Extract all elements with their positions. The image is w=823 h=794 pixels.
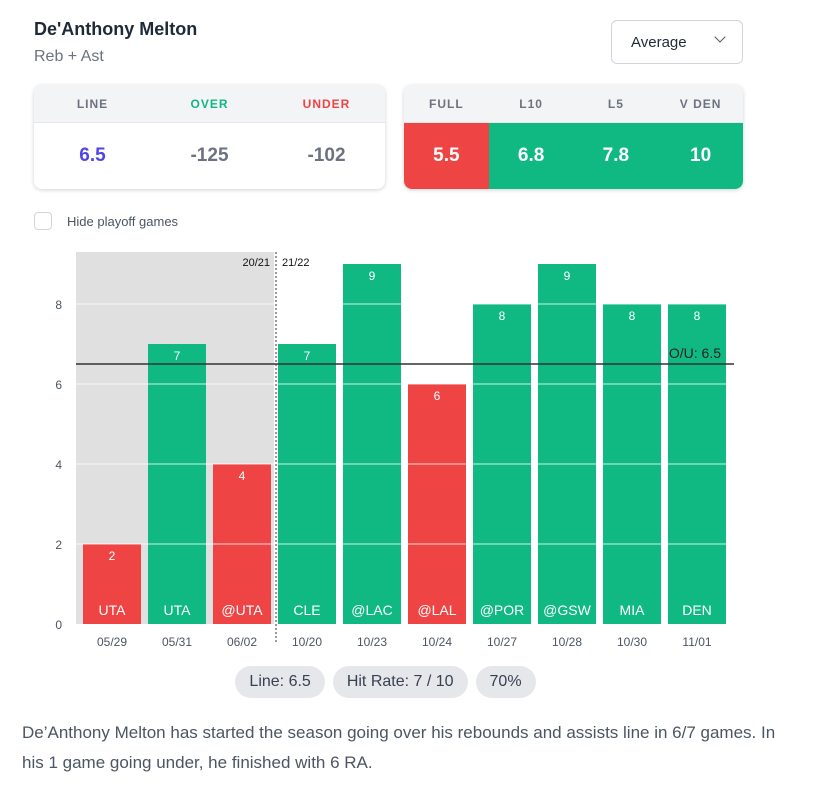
summary-text: De’Anthony Melton has started the season… (22, 723, 776, 772)
bar-value-label: 7 (174, 349, 181, 363)
odds-value-line: 6.5 (79, 145, 106, 166)
stat-type-dropdown[interactable]: Average (611, 20, 743, 64)
x-tick-label: 06/02 (227, 635, 257, 649)
bar-value-label: 2 (109, 549, 116, 563)
bar-opponent-label: @UTA (221, 602, 263, 618)
bar-value-label: 9 (564, 269, 571, 283)
odds-value-over: -125 (190, 145, 229, 166)
x-tick-label: 10/30 (617, 635, 647, 649)
hide-playoffs-toggle[interactable]: Hide playoff games (34, 212, 178, 230)
chevron-down-icon (714, 31, 726, 43)
avg-value-l10: 6.8 (488, 123, 574, 189)
bar-value-label: 4 (239, 469, 246, 483)
bar-opponent-label: @LAL (417, 602, 456, 618)
bar (408, 384, 466, 624)
bar-opponent-label: UTA (99, 602, 127, 618)
y-tick-label: 0 (55, 618, 62, 632)
hide-playoffs-label: Hide playoff games (67, 213, 179, 229)
odds-card: LINE OVER UNDER 6.5 -125 -102 (34, 85, 385, 189)
bar-opponent-label: @POR (480, 602, 525, 618)
bar (83, 544, 141, 624)
bar (343, 264, 401, 624)
season-label-prev: 20/21 (242, 257, 270, 269)
bar-opponent-label: DEN (682, 602, 712, 618)
bar-value-label: 9 (369, 269, 376, 283)
odds-header-line: LINE (76, 97, 109, 111)
y-tick-label: 2 (55, 538, 62, 552)
x-tick-label: 05/31 (162, 635, 192, 649)
ou-line-label: O/U: 6.5 (669, 345, 721, 361)
bar-value-label: 7 (304, 349, 311, 363)
x-tick-label: 11/01 (682, 635, 711, 649)
odds-header-under: UNDER (302, 97, 351, 111)
game-log-chart: 0 2 4 6 8 2 UTA 05/29 7 UTA 05/31 4 @UTA 06/02 7 CLE 10/… (55, 252, 734, 649)
avg-value-l5: 7.8 (573, 123, 659, 189)
bar-value-label: 8 (629, 309, 636, 323)
bar (278, 344, 336, 624)
bar (148, 344, 206, 624)
bar-opponent-label: MIA (620, 602, 646, 618)
bar-value-label: 8 (694, 309, 701, 323)
averages-card: FULL L10 L5 V DEN 5.5 6.8 7.8 10 (404, 85, 743, 189)
x-tick-label: 10/24 (422, 635, 452, 649)
avg-header-vden: V DEN (679, 97, 722, 111)
hit-percent-pill: 70% (475, 666, 536, 698)
prop-name: Reb + Ast (34, 48, 104, 65)
avg-header-l10: L10 (519, 97, 543, 111)
dropdown-value: Average (631, 33, 687, 51)
x-tick-label: 10/23 (357, 635, 387, 649)
bar-value-label: 6 (434, 389, 441, 403)
line-pill: Line: 6.5 (235, 666, 325, 698)
y-tick-label: 6 (55, 378, 62, 392)
avg-header-full: FULL (429, 97, 464, 111)
avg-value-vden: 10 (658, 123, 743, 189)
odds-value-under: -102 (307, 145, 346, 166)
x-tick-label: 10/20 (292, 635, 322, 649)
season-label-current: 21/22 (282, 257, 310, 269)
bar-opponent-label: @LAC (351, 602, 392, 618)
hit-rate-pill: Hit Rate: 7 / 10 (332, 666, 468, 698)
odds-header-over: OVER (190, 97, 229, 111)
player-name: De'Anthony Melton (34, 19, 198, 39)
bar-opponent-label: CLE (293, 602, 320, 618)
avg-header-l5: L5 (607, 97, 624, 111)
hide-playoffs-checkbox[interactable] (34, 212, 52, 230)
summary-pills: Line: 6.5 Hit Rate: 7 / 10 70% (0, 666, 771, 698)
bar (538, 264, 596, 624)
x-tick-label: 10/27 (487, 635, 517, 649)
bar-opponent-label: UTA (164, 602, 192, 618)
x-tick-label: 05/29 (97, 635, 127, 649)
avg-value-full: 5.5 (404, 123, 489, 189)
y-tick-label: 8 (55, 298, 62, 312)
bar-opponent-label: @GSW (543, 602, 591, 618)
x-tick-label: 10/28 (552, 635, 582, 649)
y-tick-label: 4 (55, 458, 62, 472)
bar-value-label: 8 (499, 309, 506, 323)
